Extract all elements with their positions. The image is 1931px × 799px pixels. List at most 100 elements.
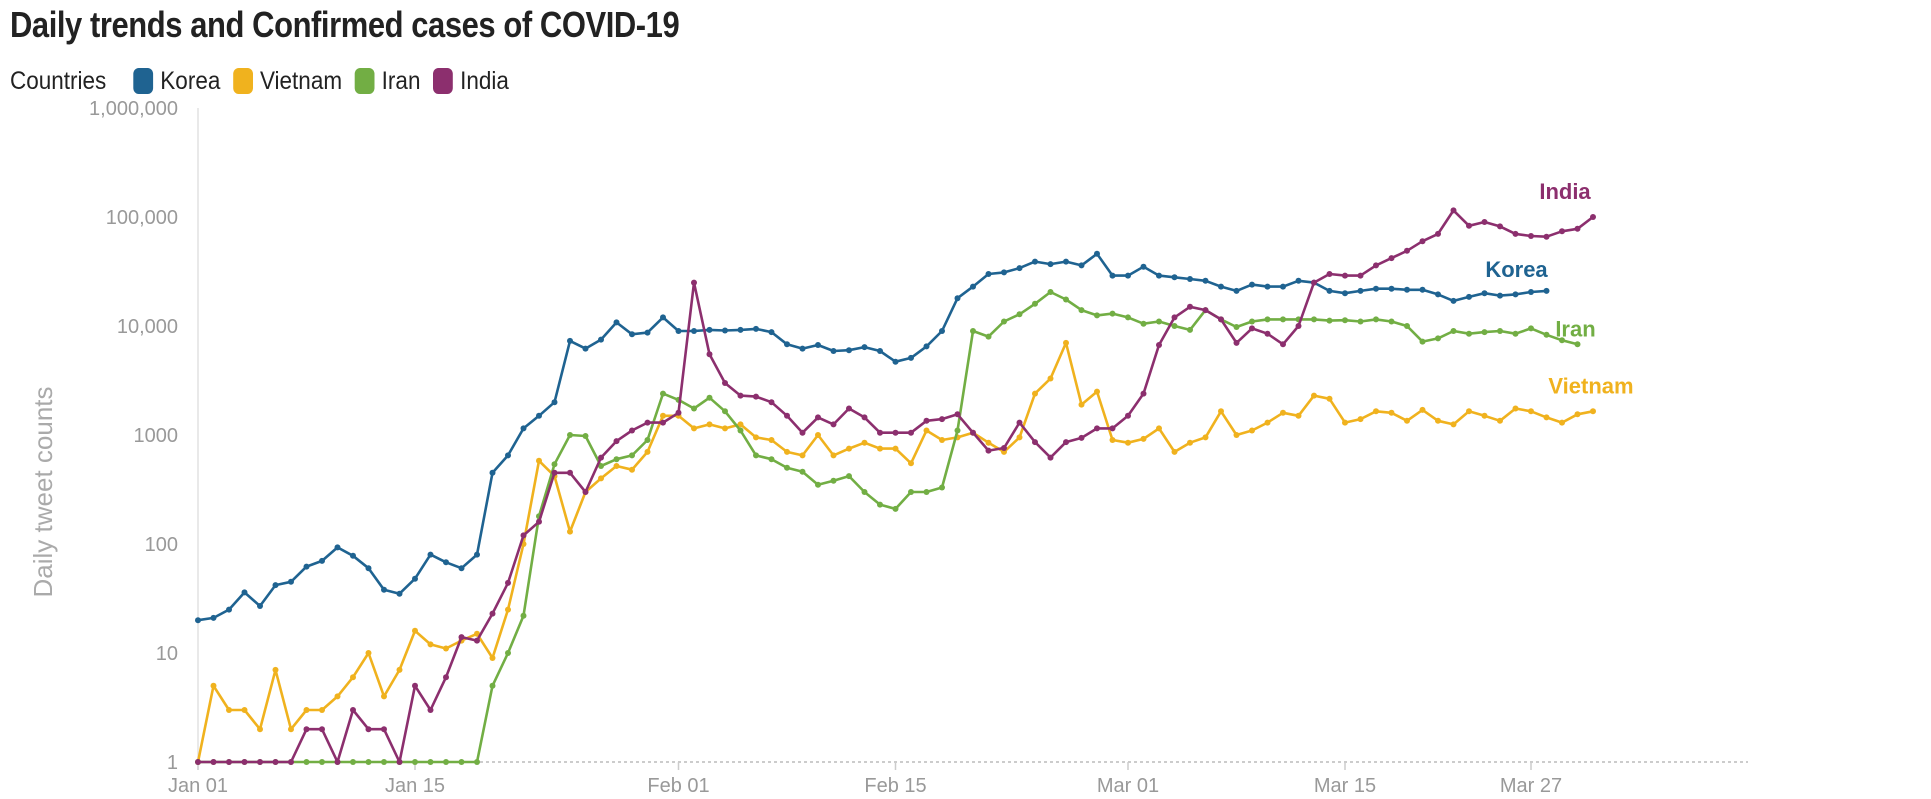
axes: 1 10 100 1000 10,000 100,000 1,000,000 Jan 01 Ja… [28,98,1748,797]
data-point-india [1295,323,1302,329]
data-point-vietnam [1202,434,1209,441]
legend-item-iran[interactable]: Iran [354,66,421,96]
data-point-india [706,351,713,358]
data-point-iran [1249,318,1255,325]
data-point-india [1388,255,1395,262]
data-point-india [892,429,899,436]
data-point-korea [489,469,496,476]
data-point-india [1497,223,1503,230]
data-point-iran [412,759,418,765]
data-point-india [1078,434,1085,441]
data-point-vietnam [1435,417,1441,424]
data-point-india [1574,225,1581,232]
data-point-vietnam [1528,408,1534,415]
data-point-korea [412,575,418,582]
data-point-iran [1016,311,1023,318]
data-point-india [1512,230,1519,237]
data-point-korea [1001,269,1007,276]
data-point-vietnam [830,452,837,459]
legend-label-korea: Korea [160,66,221,95]
data-point-vietnam [1171,448,1178,455]
data-point-india [1435,230,1441,237]
chart-title: Daily trends and Confirmed cases of COVI… [10,4,680,45]
data-point-korea [722,327,728,334]
data-point-korea [1249,281,1255,288]
data-point-india [1373,262,1379,269]
data-point-iran [629,452,635,459]
data-point-vietnam [1295,412,1302,419]
data-point-iran [1497,328,1503,334]
data-point-korea [1156,272,1162,279]
data-point-korea [1450,297,1457,304]
data-point-korea [877,348,883,354]
series-korea [195,250,1550,624]
data-point-vietnam [288,726,294,733]
series-line-vietnam [196,341,1594,763]
data-point-iran [954,427,961,434]
data-point-iran [1032,300,1038,307]
data-point-vietnam [1078,401,1085,408]
data-point-vietnam [846,445,852,452]
data-point-korea [1404,286,1410,293]
data-point-india [1590,214,1596,220]
data-point-iran [892,505,899,512]
data-point-korea [629,331,635,338]
data-point-india [970,429,976,436]
data-point-vietnam [1109,437,1116,443]
legend-item-india[interactable]: India [433,67,509,96]
data-point-vietnam [1094,388,1100,395]
data-point-korea [458,565,465,572]
data-point-iran [474,759,480,765]
data-point-vietnam [1466,408,1472,415]
data-point-korea [1032,258,1038,265]
data-point-india [1543,233,1550,240]
data-point-vietnam [1326,395,1333,402]
series-vietnam [195,339,1596,765]
data-point-india [1218,316,1224,323]
data-point-iran [319,759,325,765]
data-point-iran [691,405,697,412]
data-point-india [908,429,914,436]
data-point-india [1419,238,1426,245]
data-point-india [830,421,837,428]
data-point-korea [1094,250,1100,257]
data-point-iran [1109,310,1116,317]
data-point-korea [1543,287,1550,294]
end-label-korea: Korea [1485,257,1548,282]
legend: Countries Korea Vietnam Iran India [10,64,521,98]
data-point-iran [1094,312,1100,319]
data-point-iran [1357,318,1364,325]
legend-item-korea[interactable]: Korea [133,67,220,96]
data-point-vietnam [1063,339,1069,346]
data-point-iran [985,333,992,340]
data-point-korea [970,283,976,290]
legend-item-vietnam[interactable]: Vietnam [232,67,342,96]
data-point-india [551,469,558,476]
data-point-korea [1218,283,1224,290]
legend-label-iran: Iran [381,66,421,95]
data-point-korea [272,582,279,589]
data-point-korea [830,348,837,354]
data-point-iran [877,501,883,508]
series-iran [195,289,1581,765]
data-point-india [877,429,883,436]
data-point-iran [505,650,511,656]
data-point-india [1171,314,1178,321]
data-point-vietnam [1125,439,1131,446]
data-point-korea [1419,286,1426,293]
data-point-iran [427,759,434,765]
data-point-india [458,634,465,641]
data-point-vietnam [1342,419,1348,426]
data-point-india [1481,219,1488,225]
data-point-india [954,411,961,418]
data-point-korea [536,412,542,419]
data-point-korea [737,326,744,333]
data-point-iran [753,452,759,459]
data-point-korea [892,358,899,365]
data-point-iran [350,759,356,765]
data-point-vietnam [1543,414,1550,421]
data-point-iran [613,456,620,463]
data-point-vietnam [505,606,511,613]
data-point-vietnam [706,421,713,428]
